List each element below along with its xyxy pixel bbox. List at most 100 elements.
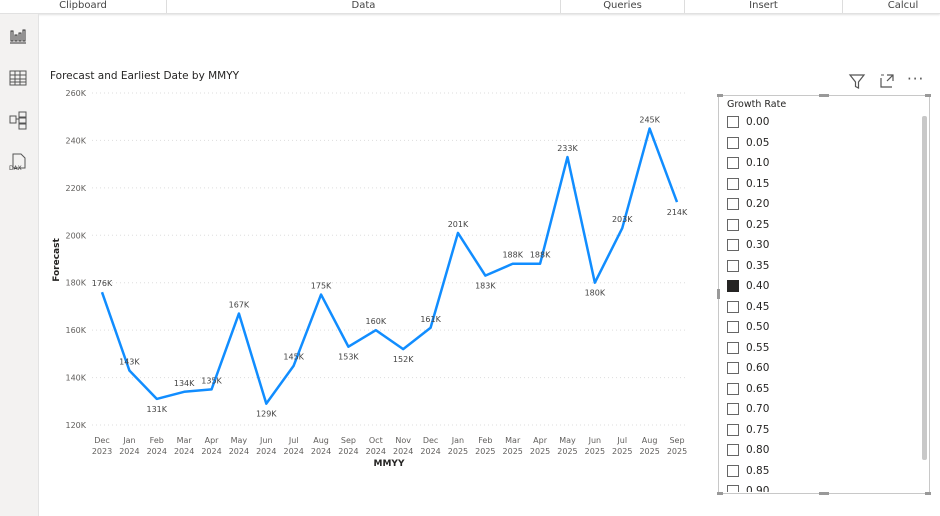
data-label: 145K — [283, 353, 304, 362]
slicer-item[interactable]: 0.90 — [727, 483, 769, 492]
line-chart[interactable]: 120K 140K 160K 180K 200K 220K 240K 260K Dec 2023 J… — [40, 80, 700, 480]
slicer-item[interactable]: 0.50 — [727, 319, 769, 335]
data-label: 167K — [229, 301, 250, 310]
checkbox[interactable] — [727, 444, 739, 456]
resize-handle[interactable] — [717, 94, 723, 97]
data-label: 245K — [639, 116, 660, 125]
slicer-item[interactable]: 0.30 — [727, 237, 769, 253]
checkbox[interactable] — [727, 136, 739, 149]
table-view-icon[interactable] — [8, 68, 28, 88]
x-tick-label: Mar — [177, 436, 193, 445]
x-tick-label: 2024 — [420, 447, 440, 456]
x-tick-label: Jan — [122, 436, 135, 445]
data-label: 134K — [174, 379, 195, 388]
x-tick-label: Feb — [478, 436, 492, 445]
slicer-item[interactable]: 0.65 — [727, 381, 769, 397]
growth-rate-slicer: Growth Rate 0.00 0.05 0.10 0.15 0.20 0.25 0.30… — [717, 94, 931, 495]
x-tick-label: 2025 — [448, 447, 468, 456]
slicer-item-label: 0.30 — [746, 239, 770, 251]
checkbox[interactable] — [727, 116, 739, 128]
checkbox[interactable] — [727, 157, 739, 169]
x-tick-label: 2025 — [612, 447, 632, 456]
checkbox[interactable] — [727, 280, 739, 292]
more-options-icon[interactable]: ··· — [907, 70, 925, 88]
resize-handle[interactable] — [925, 492, 931, 495]
ribbon-group-clipboard: Clipboard — [0, 0, 167, 13]
x-tick-label: Sep — [669, 436, 684, 445]
slicer-item[interactable]: 0.00 — [727, 114, 769, 130]
slicer-item[interactable]: 0.70 — [727, 401, 769, 417]
slicer-item[interactable]: 0.40 — [727, 278, 769, 294]
y-axis-title: Forecast — [52, 238, 62, 282]
resize-handle[interactable] — [925, 94, 931, 97]
slicer-item-label: 0.45 — [746, 300, 770, 313]
y-tick-label: 160K — [65, 326, 86, 335]
slicer-item-label: 0.25 — [746, 218, 770, 231]
y-tick-label: 200K — [65, 231, 86, 240]
x-tick-label: Dec — [94, 436, 109, 445]
resize-handle[interactable] — [717, 289, 720, 299]
x-tick-label: Apr — [533, 436, 548, 445]
slicer-item-label: 0.70 — [746, 403, 770, 415]
checkbox[interactable] — [727, 341, 739, 354]
x-tick-label: Dec — [423, 436, 438, 445]
data-label: 214K — [667, 208, 688, 217]
slicer-list: 0.00 0.05 0.10 0.15 0.20 0.25 0.30 0.35 0.40 0.45… — [719, 114, 919, 492]
slicer-item[interactable]: 0.85 — [727, 463, 769, 479]
checkbox[interactable] — [727, 177, 739, 190]
slicer-item[interactable]: 0.45 — [727, 299, 769, 315]
slicer-item-label: 0.65 — [746, 382, 770, 395]
ribbon: Clipboard Data Queries Insert Calcul — [0, 0, 940, 14]
slicer-item-label: 0.85 — [746, 464, 770, 477]
resize-handle[interactable] — [819, 492, 829, 495]
checkbox[interactable] — [727, 300, 739, 313]
slicer-item[interactable]: 0.60 — [727, 360, 769, 376]
x-tick-label: 2024 — [338, 447, 358, 456]
x-tick-label: 2024 — [393, 447, 413, 456]
slicer-item[interactable]: 0.05 — [727, 135, 769, 151]
x-tick-label: 2023 — [92, 447, 112, 456]
slicer-item[interactable]: 0.35 — [727, 258, 769, 274]
slicer-item[interactable]: 0.25 — [727, 217, 769, 233]
slicer-item[interactable]: 0.55 — [727, 340, 769, 356]
x-tick-label: 2025 — [557, 447, 577, 456]
data-label: 143K — [119, 357, 140, 366]
data-label: 183K — [475, 282, 496, 291]
slicer-item[interactable]: 0.75 — [727, 422, 769, 438]
x-tick-label: 2024 — [174, 447, 194, 456]
checkbox[interactable] — [727, 464, 739, 477]
slicer-item[interactable]: 0.15 — [727, 176, 769, 192]
model-view-icon[interactable] — [8, 110, 28, 130]
slicer-item[interactable]: 0.80 — [727, 442, 769, 458]
x-tick-label: 2024 — [311, 447, 331, 456]
checkbox[interactable] — [727, 362, 739, 374]
slicer-item-label: 0.40 — [746, 280, 770, 292]
x-tick-label: 2024 — [201, 447, 221, 456]
checkbox[interactable] — [727, 198, 739, 210]
checkbox[interactable] — [727, 259, 739, 272]
resize-handle[interactable] — [717, 492, 723, 495]
x-tick-label: 2024 — [119, 447, 139, 456]
filter-icon[interactable] — [848, 72, 866, 94]
checkbox[interactable] — [727, 403, 739, 415]
resize-handle[interactable] — [819, 94, 829, 97]
checkbox[interactable] — [727, 321, 739, 333]
checkbox[interactable] — [727, 239, 739, 251]
checkbox[interactable] — [727, 382, 739, 395]
checkbox[interactable] — [727, 485, 739, 492]
ribbon-group-calculations: Calcul — [887, 0, 919, 11]
dax-query-view-icon[interactable]: DAX — [8, 152, 28, 172]
x-tick-label: 2024 — [256, 447, 276, 456]
x-tick-label: 2025 — [503, 447, 523, 456]
slicer-item[interactable]: 0.20 — [727, 196, 769, 212]
slicer-scrollbar[interactable] — [922, 116, 927, 460]
x-tick-label: Nov — [395, 436, 411, 445]
report-view-icon[interactable] — [8, 26, 28, 46]
data-label: 203K — [612, 215, 633, 224]
checkbox[interactable] — [727, 423, 739, 436]
checkbox[interactable] — [727, 218, 739, 231]
focus-mode-icon[interactable] — [878, 72, 896, 94]
slicer-item[interactable]: 0.10 — [727, 155, 769, 171]
x-tick-label: 2024 — [229, 447, 249, 456]
x-tick-label: Jun — [588, 436, 602, 445]
